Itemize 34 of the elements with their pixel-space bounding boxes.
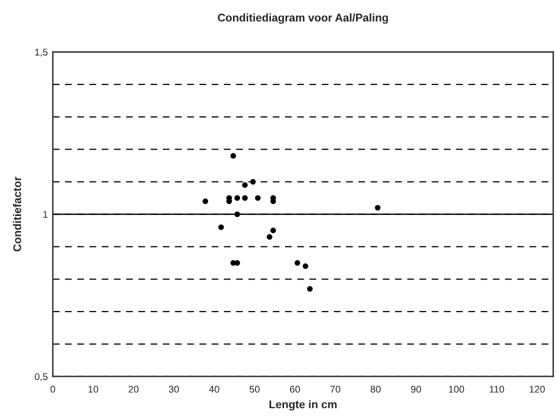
y-axis-title: Conditiefactor xyxy=(12,176,22,252)
point xyxy=(294,260,300,266)
x-tick-label: 50 xyxy=(250,386,260,393)
point xyxy=(242,182,248,188)
x-tick-label: 120 xyxy=(530,386,545,393)
y-tick-label: 0,5 xyxy=(34,373,48,382)
point xyxy=(255,195,261,201)
point xyxy=(218,224,224,230)
x-tick-label: 20 xyxy=(128,386,139,393)
x-tick-label: 80 xyxy=(370,386,381,393)
point xyxy=(242,195,248,201)
x-tick-label: 90 xyxy=(411,386,422,393)
chart-title: Conditiediagram voor Aal/Paling xyxy=(218,13,388,24)
x-tick-label: 60 xyxy=(290,386,300,393)
x-tick-label: 0 xyxy=(50,386,56,393)
point xyxy=(266,234,272,240)
point xyxy=(270,228,276,234)
x-axis-title: Lengte in cm xyxy=(270,400,337,411)
point xyxy=(250,179,256,185)
point xyxy=(234,195,240,201)
point xyxy=(230,153,236,159)
x-tick-label: 110 xyxy=(490,386,504,393)
y-tick-label: 1,5 xyxy=(35,48,48,57)
point xyxy=(307,286,313,292)
x-tick-label: 10 xyxy=(88,386,98,393)
x-tick-label: 30 xyxy=(168,386,179,393)
y-tick-label: 1 xyxy=(43,211,48,218)
x-tick-label: 40 xyxy=(209,386,220,393)
point xyxy=(234,211,240,218)
point xyxy=(374,204,380,211)
point xyxy=(302,263,308,269)
x-tick-label: 100 xyxy=(449,386,464,393)
x-tick-label: 70 xyxy=(330,386,340,393)
point xyxy=(202,198,208,204)
